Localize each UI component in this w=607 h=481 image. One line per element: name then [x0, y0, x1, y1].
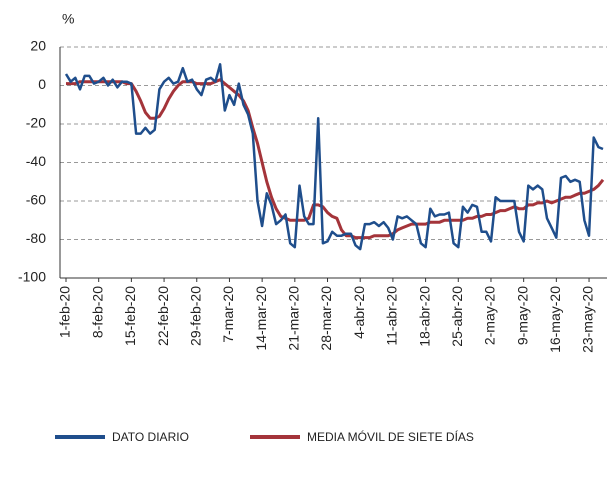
y-tick-label: -40	[26, 153, 46, 169]
y-tick-label: -80	[26, 230, 46, 246]
x-tick-label: 22-feb-20	[155, 286, 171, 346]
y-tick-label: -60	[26, 192, 46, 208]
x-tick-label: 11-abr-20	[384, 286, 400, 346]
y-tick-label: 0	[38, 76, 46, 92]
x-tick-label: 23-may-20	[580, 286, 596, 353]
y-tick-label: -20	[26, 115, 46, 131]
legend-label: DATO DIARIO	[112, 430, 189, 444]
x-tick-label: 16-may-20	[547, 286, 563, 353]
x-tick-label: 9-may-20	[514, 286, 530, 345]
x-tick-label: 8-feb-20	[89, 286, 105, 338]
y-unit: %	[62, 11, 74, 27]
series-line	[66, 78, 605, 240]
y-tick-label: 20	[30, 38, 46, 54]
x-tick-label: 29-feb-20	[187, 286, 203, 346]
x-tick-label: 21-mar-20	[286, 286, 302, 351]
legend-label: MEDIA MÓVIL DE SIETE DÍAS	[307, 429, 474, 444]
series-line	[64, 63, 604, 251]
x-tick-label: 7-mar-20	[220, 286, 236, 343]
x-tick-label: 2-may-20	[482, 286, 498, 345]
x-tick-label: 14-mar-20	[253, 286, 269, 351]
x-tick-label: 18-abr-20	[416, 286, 432, 347]
x-tick-label: 4-abr-20	[351, 286, 367, 339]
y-tick-label: -100	[18, 269, 46, 285]
x-tick-label: 15-feb-20	[122, 286, 138, 346]
x-tick-label: 1-feb-20	[57, 286, 73, 338]
x-tick-label: 25-abr-20	[449, 286, 465, 347]
x-tick-label: 28-mar-20	[318, 286, 334, 351]
